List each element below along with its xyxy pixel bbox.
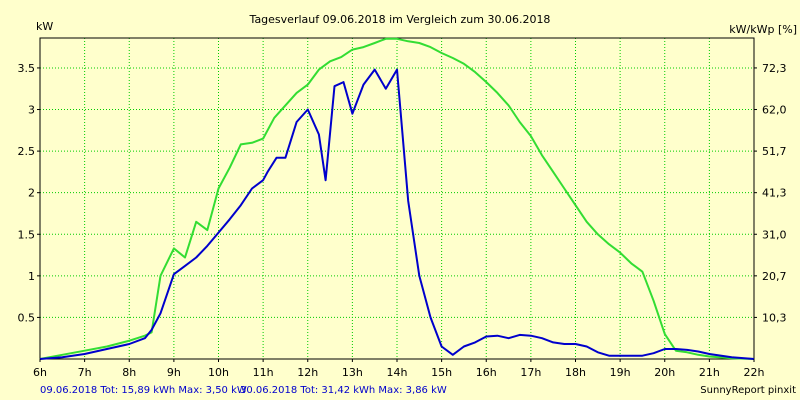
grid (40, 38, 754, 359)
x-tick-label: 20h (654, 366, 675, 379)
y-tick-label-left: 1 (28, 270, 35, 283)
y-tick-label-right: 41,3 (762, 187, 787, 200)
y-tick-label-left: 2.5 (18, 145, 36, 158)
x-tick-label: 15h (431, 366, 452, 379)
x-tick-label: 16h (476, 366, 497, 379)
footer-series1-summary: 09.06.2018 Tot: 15,89 kWh Max: 3,50 kW (40, 385, 247, 396)
x-tick-label: 18h (565, 366, 586, 379)
y-axis-label-left: kW (36, 20, 53, 33)
series-line-30.06.2018 (39, 37, 755, 360)
chart-title: Tagesverlauf 09.06.2018 im Vergleich zum… (249, 13, 551, 26)
x-tick-label: 13h (342, 366, 363, 379)
x-tick-label: 10h (208, 366, 229, 379)
x-tick-label: 17h (520, 366, 541, 379)
y-tick-label-right: 10,3 (762, 311, 787, 324)
y-tick-label-right: 51,7 (762, 145, 787, 158)
series-line-09.06.2018 (39, 68, 755, 360)
x-tick-label: 14h (387, 366, 408, 379)
y-tick-label-right: 20,7 (762, 270, 787, 283)
y-axis-ticks-right: 10,3 20,7 31,0 41,3 51,7 62,0 72,3 (754, 62, 787, 324)
y-tick-label-right: 62,0 (762, 104, 787, 117)
x-tick-label: 21h (699, 366, 720, 379)
footer-credit: SunnyReport pinxit (700, 385, 796, 396)
y-tick-label-right: 72,3 (762, 62, 787, 75)
y-tick-label-left: 2 (28, 187, 35, 200)
y-tick-label-right: 31,0 (762, 228, 787, 241)
footer-series2-summary: 30.06.2018 Tot: 31,42 kWh Max: 3,86 kW (240, 385, 447, 396)
x-tick-label: 9h (167, 366, 181, 379)
y-tick-label-left: 0.5 (18, 311, 36, 324)
y-tick-label-left: 3 (28, 104, 35, 117)
x-tick-label: 11h (253, 366, 274, 379)
x-tick-label: 19h (610, 366, 631, 379)
y-axis-ticks-left: 0.5 1 1.5 2 2.5 3 3.5 (18, 62, 40, 324)
x-tick-label: 8h (122, 366, 136, 379)
y-tick-label-left: 1.5 (18, 228, 36, 241)
x-tick-label: 12h (297, 366, 318, 379)
y-tick-label-left: 3.5 (18, 62, 36, 75)
y-axis-label-right: kW/kWp [%] (729, 23, 797, 36)
series-layer (39, 37, 755, 360)
x-axis-ticks: 6h 7h 8h 9h 10h 11h 12h 13h 14h 15h 16h 17h 18h 19h 20… (33, 359, 765, 379)
x-tick-label: 22h (744, 366, 765, 379)
x-tick-label: 7h (78, 366, 92, 379)
x-tick-label: 6h (33, 366, 47, 379)
